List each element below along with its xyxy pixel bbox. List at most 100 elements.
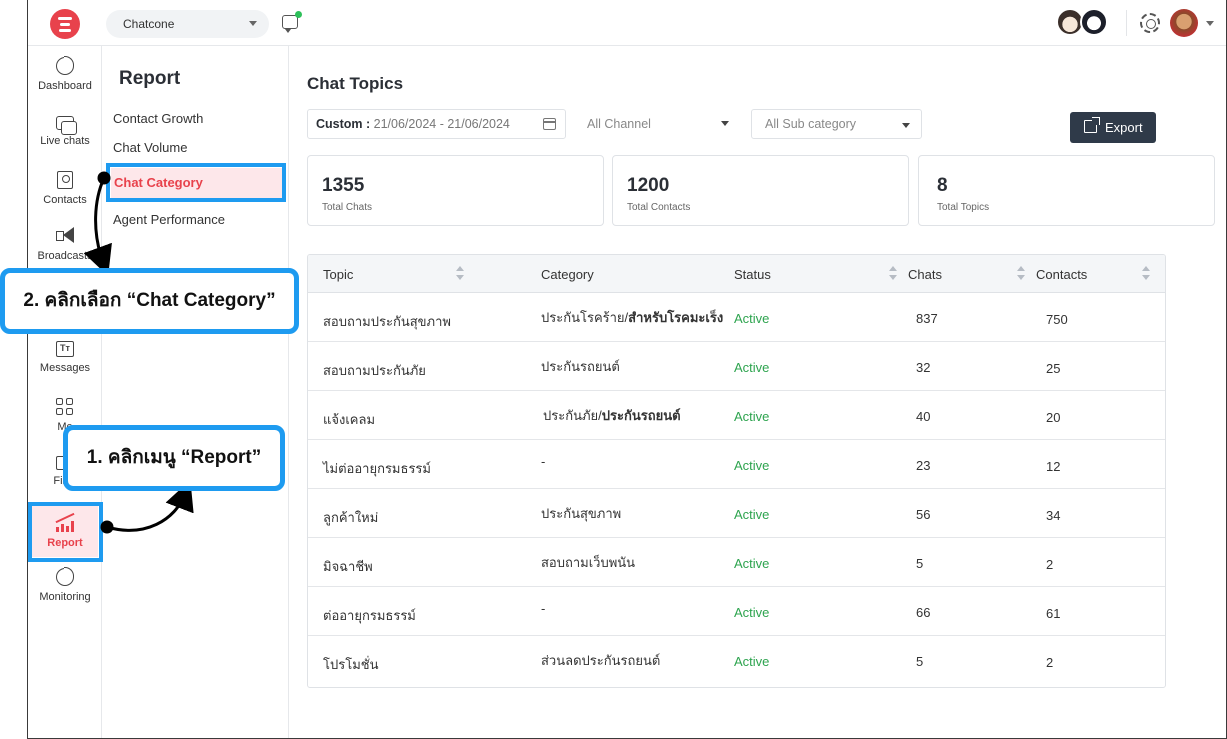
stat-label: Total Topics [937, 202, 990, 213]
workspace-label: Chatcone [123, 17, 175, 31]
cell-chats: 40 [916, 409, 931, 424]
bar-chart-icon [55, 512, 75, 532]
highlight-chat-category [106, 163, 286, 202]
column-header-status[interactable]: Status [734, 267, 771, 282]
cell-topic: แจ้งเคลม [323, 412, 376, 427]
subnav-item-contact-growth[interactable]: Contact Growth [113, 111, 204, 126]
subcategory-select[interactable]: All Sub category [751, 109, 922, 139]
export-label: Export [1105, 120, 1143, 135]
cell-chats: 66 [916, 605, 931, 620]
chat-icon [56, 116, 77, 135]
category-text: ประกันรถยนต์ [541, 359, 620, 374]
table-row[interactable]: ลูกค้าใหม่ ประกันสุขภาพ Active 56 34 [308, 489, 1165, 538]
team-avatars[interactable] [1056, 8, 1112, 38]
column-header-chats[interactable]: Chats [908, 267, 942, 282]
cell-category: ส่วนลดประกันรถยนต์ [541, 650, 660, 671]
cell-chats: 56 [916, 507, 931, 522]
subnav-item-chat-volume[interactable]: Chat Volume [113, 140, 188, 155]
calendar-icon [543, 118, 556, 130]
app-logo-icon[interactable] [50, 9, 80, 39]
callout-step-1: 1. คลิกเมนู “Report” [63, 425, 285, 491]
stat-label: Total Chats [322, 202, 373, 213]
external-link-icon [1084, 117, 1100, 133]
sort-icon[interactable] [456, 266, 464, 280]
callout-step-2: 2. คลิกเลือก “Chat Category” [0, 268, 299, 334]
nav-item-report[interactable]: Report [28, 512, 102, 549]
subnav-item-agent-performance[interactable]: Agent Performance [113, 212, 226, 227]
category-text: - [541, 454, 546, 469]
cell-topic: ต่ออายุกรมธรรม์ [323, 608, 416, 623]
stat-card-total-contacts: 1200 Total Contacts [612, 155, 909, 226]
chevron-down-icon[interactable] [1206, 21, 1214, 26]
cell-topic: ลูกค้าใหม่ [323, 510, 379, 525]
subnav-item-chat-category[interactable]: Chat Category [111, 168, 283, 198]
nav-label: Live chats [40, 135, 90, 147]
sort-icon[interactable] [1142, 266, 1150, 280]
grid-icon [56, 398, 74, 416]
table-row[interactable]: โปรโมชั่น ส่วนลดประกันรถยนต์ Active 5 2 [308, 636, 1165, 685]
cell-contacts: 2 [1046, 557, 1054, 572]
cell-status: Active [734, 458, 770, 473]
category-text: ประกันภัย/ [543, 408, 602, 423]
table-row[interactable]: ไม่ต่ออายุกรมธรรม์ - Active 23 12 [308, 440, 1165, 489]
nav-item-broadcasts[interactable]: Broadcasts [28, 227, 102, 262]
nav-item-monitoring[interactable]: Monitoring [28, 567, 102, 603]
cell-chats: 5 [916, 654, 924, 669]
cell-chats: 32 [916, 360, 931, 375]
category-text: สอบถามเว็บพนัน [541, 555, 636, 570]
stat-value: 1200 [627, 175, 670, 196]
subcategory-text: ประกันรถยนต์ [601, 408, 681, 423]
sort-icon[interactable] [889, 266, 897, 280]
report-subnav: Report Contact Growth Chat Volume Chat C… [103, 46, 289, 738]
workspace-select[interactable]: Chatcone [106, 10, 269, 38]
chevron-down-icon [902, 123, 910, 128]
table-header: Topic Category Status Chats Contacts [308, 255, 1165, 293]
table-row[interactable]: สอบถามประกันภัย ประกันรถยนต์ Active 32 25 [308, 342, 1165, 391]
table-row[interactable]: มิจฉาชีพ สอบถามเว็บพนัน Active 5 2 [308, 538, 1165, 587]
nav-label: Report [47, 537, 83, 549]
main-nav-rail: Dashboard Live chats Contacts Broadcasts… [28, 46, 102, 738]
cell-status: Active [734, 556, 770, 571]
cell-status: Active [734, 654, 770, 669]
nav-item-live-chats[interactable]: Live chats [28, 116, 102, 147]
category-text: ส่วนลดประกันรถยนต์ [541, 653, 661, 668]
subcategory-value: All Sub category [765, 117, 857, 131]
pie-chart-icon [56, 567, 74, 586]
column-header-category[interactable]: Category [541, 267, 594, 282]
date-range-picker[interactable]: Custom : 21/06/2024 - 21/06/2024 [307, 109, 566, 139]
chevron-down-icon [721, 121, 729, 126]
contacts-icon [57, 171, 73, 189]
column-header-topic[interactable]: Topic [323, 267, 354, 282]
nav-item-contacts[interactable]: Contacts [28, 171, 102, 206]
table-row[interactable]: ต่ออายุกรมธรรม์ - Active 66 61 [308, 587, 1165, 636]
sort-icon[interactable] [1017, 266, 1025, 280]
avatar [1080, 8, 1108, 36]
nav-item-messages[interactable]: Tт Messages [28, 341, 102, 374]
channel-value: All Channel [587, 117, 651, 131]
user-avatar[interactable] [1170, 9, 1198, 37]
date-range-value: 21/06/2024 - 21/06/2024 [373, 117, 510, 131]
table-row[interactable]: แจ้งเคลม ประกันภัย/ประกันรถยนต์ Active 40 20 [308, 391, 1165, 440]
cell-category: ประกันโรคร้าย/สำหรับโรคมะเร็ง [541, 307, 723, 328]
channel-select[interactable]: All Channel [579, 109, 739, 139]
cell-topic: โปรโมชั่น [323, 657, 379, 672]
cell-category: ประกันรถยนต์ [541, 356, 620, 377]
column-header-contacts[interactable]: Contacts [1036, 267, 1088, 282]
online-dot [295, 11, 302, 18]
category-text: ประกันโรคร้าย/ [541, 310, 629, 325]
cell-topic: สอบถามประกันภัย [323, 363, 426, 378]
cell-contacts: 34 [1046, 508, 1061, 523]
table-row[interactable]: สอบถามประกันสุขภาพ ประกันโรคร้าย/สำหรับโร… [308, 293, 1165, 342]
nav-item-dashboard[interactable]: Dashboard [28, 56, 102, 92]
export-button[interactable]: Export [1070, 112, 1156, 143]
nav-item-report-highlight [32, 503, 98, 557]
cell-contacts: 20 [1046, 410, 1061, 425]
cell-status: Active [734, 311, 770, 326]
gear-icon[interactable] [1140, 13, 1160, 33]
chat-bubble-icon[interactable] [282, 11, 302, 33]
date-mode-label: Custom : [316, 117, 371, 131]
cell-status: Active [734, 507, 770, 522]
cell-topic: สอบถามประกันสุขภาพ [323, 314, 451, 329]
category-text: ประกันสุขภาพ [541, 506, 622, 521]
stat-card-total-chats: 1355 Total Chats [307, 155, 604, 226]
